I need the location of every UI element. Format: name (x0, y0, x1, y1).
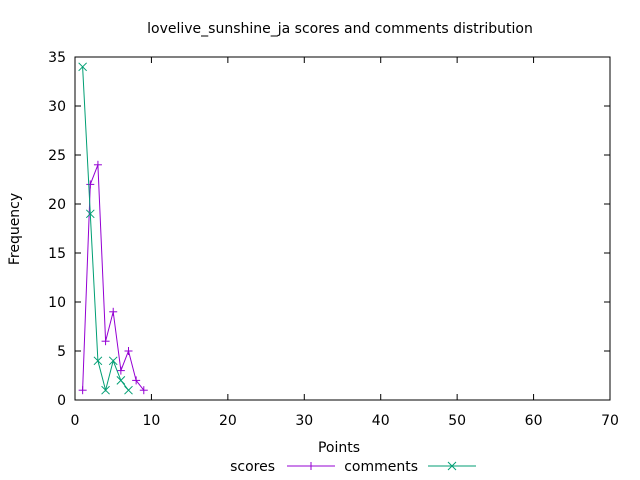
scores-point (78, 386, 87, 395)
y-tick-label: 10 (48, 295, 66, 311)
y-axis-ticks: 0 5 10 15 20 25 30 35 (48, 50, 610, 409)
y-tick-label: 25 (48, 148, 66, 164)
y-tick-label: 5 (57, 344, 66, 360)
scores-point (132, 376, 141, 385)
comments-point (101, 385, 110, 395)
y-tick-label: 20 (48, 197, 66, 213)
y-axis-label: Frequency (7, 193, 23, 265)
x-tick-label: 40 (372, 413, 390, 429)
x-axis-ticks: 0 10 20 30 40 50 60 70 (71, 57, 619, 429)
x-tick-label: 0 (71, 413, 80, 429)
legend-label-scores: scores (230, 459, 275, 475)
comments-point (116, 376, 126, 385)
y-tick-label: 30 (48, 99, 66, 115)
scores-point (116, 366, 125, 375)
legend: scores comments (230, 459, 476, 475)
scores-point (139, 386, 148, 395)
x-tick-label: 60 (525, 413, 543, 429)
comments-point (124, 385, 133, 395)
scores-point (86, 180, 95, 189)
comments-point (85, 209, 95, 219)
legend-label-comments: comments (344, 459, 418, 475)
x-tick-label: 10 (143, 413, 161, 429)
legend-marker-comments (447, 461, 457, 471)
chart-title: lovelive_sunshine_ja scores and comments… (147, 21, 533, 37)
scores-point (109, 307, 118, 316)
series-layer (78, 62, 148, 395)
y-tick-label: 15 (48, 246, 66, 262)
x-axis-label: Points (318, 440, 360, 456)
comments-point (78, 62, 87, 72)
x-tick-label: 50 (448, 413, 466, 429)
scores-point (93, 160, 102, 169)
legend-marker-scores (307, 462, 315, 470)
x-tick-label: 70 (601, 413, 619, 429)
comments-point (108, 356, 118, 366)
plot-frame (74, 56, 611, 401)
scores-point (101, 337, 110, 346)
x-tick-label: 30 (295, 413, 313, 429)
plot-area: 0 10 20 30 40 50 60 70 0 5 10 15 20 25 30 35 (48, 50, 619, 429)
comments-point (93, 356, 103, 366)
y-tick-label: 0 (57, 393, 66, 409)
y-tick-label: 35 (48, 50, 66, 66)
x-tick-label: 20 (219, 413, 237, 429)
scores-point (124, 347, 133, 355)
scores-series-line (82, 164, 145, 391)
